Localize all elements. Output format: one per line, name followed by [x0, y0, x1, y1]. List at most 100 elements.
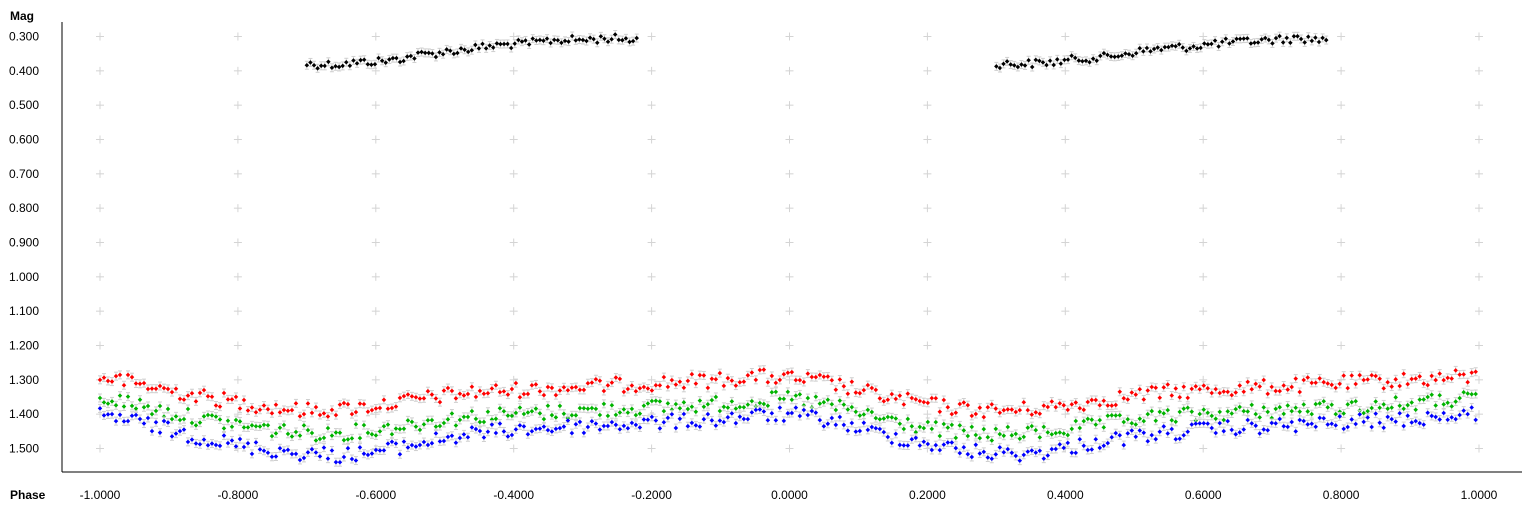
data-point [1153, 383, 1159, 393]
data-point [405, 390, 411, 400]
data-point [1169, 415, 1175, 425]
data-point [1058, 59, 1064, 69]
data-point [508, 43, 514, 53]
grid-cross [1199, 204, 1208, 213]
grid-cross [785, 272, 794, 281]
data-point [645, 415, 651, 425]
data-point [1109, 432, 1115, 442]
data-point [1057, 398, 1063, 408]
data-point [477, 386, 483, 396]
data-point [347, 61, 353, 71]
data-point [221, 431, 227, 441]
data-point [1137, 43, 1143, 53]
data-point [1029, 410, 1035, 420]
data-point [1313, 33, 1318, 43]
grid-cross [1337, 66, 1346, 75]
data-point [1353, 419, 1358, 429]
data-point [621, 421, 627, 431]
data-point [521, 409, 527, 419]
data-point [325, 454, 331, 464]
data-point [1233, 387, 1239, 397]
grid-cross [923, 341, 932, 350]
data-point [181, 414, 187, 424]
data-point [1197, 384, 1203, 394]
data-point [581, 428, 587, 438]
data-point [365, 450, 371, 460]
data-point [305, 399, 311, 409]
data-point [369, 429, 375, 439]
data-point [381, 421, 387, 431]
data-point [573, 35, 579, 45]
grid-cross [923, 272, 932, 281]
data-point [1189, 384, 1195, 394]
data-point [1157, 393, 1163, 403]
data-point [789, 367, 795, 377]
data-point [297, 455, 303, 465]
data-point [549, 383, 555, 393]
data-point [709, 374, 715, 384]
data-point [177, 415, 183, 425]
data-point [565, 385, 571, 395]
grid-cross [923, 375, 932, 384]
data-point [557, 401, 563, 411]
grid-cross [96, 307, 104, 316]
data-point [1389, 382, 1394, 392]
data-point [633, 410, 639, 420]
data-point [385, 420, 391, 430]
grid-cross [233, 410, 242, 419]
data-point [645, 383, 651, 393]
data-point [1445, 415, 1450, 425]
data-point [545, 425, 551, 435]
data-point [965, 400, 971, 410]
data-point [1229, 408, 1235, 418]
data-point [685, 376, 691, 386]
data-point [861, 409, 867, 419]
data-point [1305, 419, 1310, 429]
data-point [440, 49, 446, 59]
data-point [1389, 403, 1394, 413]
data-point [1305, 406, 1310, 416]
data-point [613, 410, 619, 420]
data-point [437, 47, 442, 57]
data-point [193, 396, 199, 406]
data-point [1049, 429, 1055, 439]
data-point [653, 416, 659, 426]
data-point [937, 407, 943, 417]
data-point [957, 420, 963, 430]
data-point [933, 393, 939, 403]
data-point [721, 381, 727, 391]
data-point [1017, 434, 1023, 444]
data-point [977, 433, 983, 443]
data-point [821, 372, 827, 382]
data-point [577, 417, 583, 427]
x-axis-title: Phase [10, 488, 46, 502]
data-point [397, 57, 403, 67]
data-point [473, 424, 479, 434]
data-point [205, 440, 211, 450]
data-point [585, 422, 591, 432]
data-point [345, 443, 351, 453]
data-point [709, 415, 715, 425]
data-point [1401, 421, 1406, 431]
data-point [297, 431, 303, 441]
data-point [541, 422, 547, 432]
data-point [761, 399, 767, 409]
data-point [233, 415, 239, 425]
data-point [793, 403, 799, 413]
data-point [317, 434, 323, 444]
data-point [629, 418, 635, 428]
data-point [548, 38, 553, 48]
data-point [521, 389, 527, 399]
data-point [1285, 401, 1290, 411]
data-point [917, 441, 923, 451]
data-point [277, 443, 283, 453]
data-point [961, 442, 967, 452]
data-point [101, 397, 107, 407]
data-point [634, 33, 639, 43]
data-point [605, 380, 611, 390]
data-point [1273, 404, 1278, 414]
data-point [1257, 381, 1263, 391]
data-point [1329, 380, 1334, 390]
data-point [641, 414, 647, 424]
data-point [913, 433, 919, 443]
